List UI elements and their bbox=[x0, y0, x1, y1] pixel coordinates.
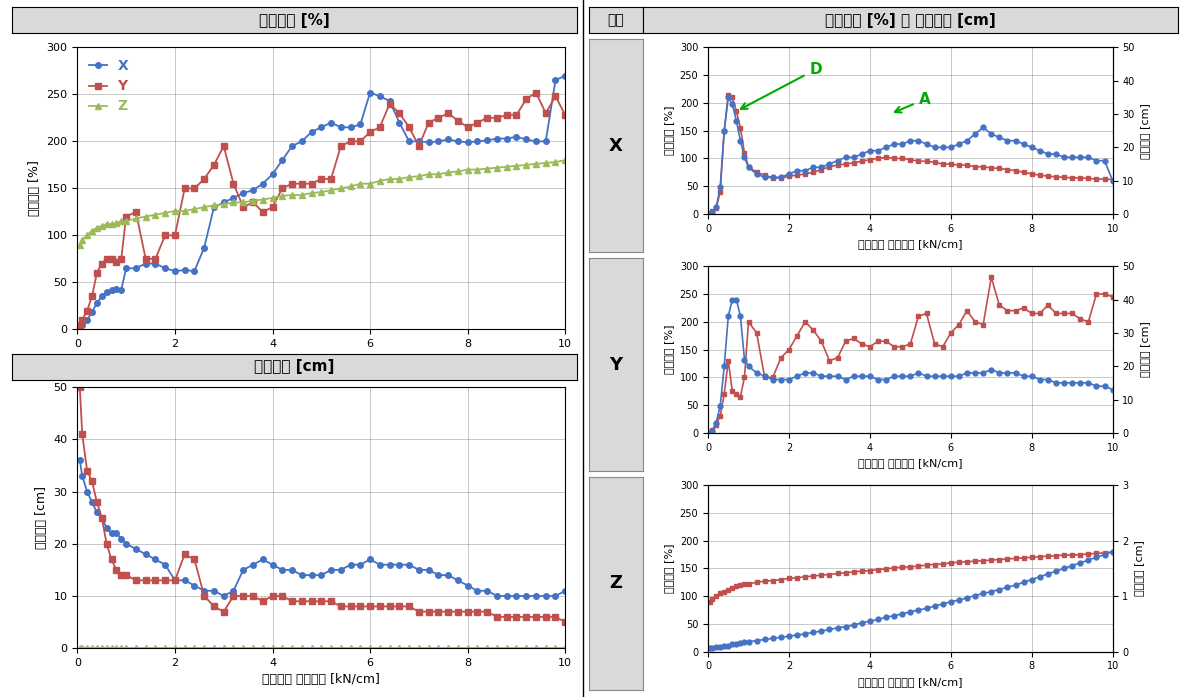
Text: Z: Z bbox=[609, 574, 622, 592]
Z bbox=[73, 240, 87, 249]
Line: X: X bbox=[77, 72, 568, 330]
Text: X: X bbox=[609, 137, 622, 155]
X bbox=[372, 92, 387, 100]
X-axis label: 적층고무 수평강성 [kN/cm]: 적층고무 수평강성 [kN/cm] bbox=[858, 458, 963, 468]
Z bbox=[372, 176, 387, 185]
X bbox=[75, 321, 89, 329]
Y bbox=[75, 316, 89, 324]
Y bbox=[324, 175, 338, 183]
Z bbox=[558, 156, 572, 164]
Y bbox=[431, 114, 445, 122]
Legend: X, Y, Z: X, Y, Z bbox=[83, 54, 133, 118]
Text: 가속도비 [%] 및 응답변위 [cm]: 가속도비 [%] 및 응답변위 [cm] bbox=[825, 13, 996, 28]
Y bbox=[558, 111, 572, 119]
Y bbox=[217, 142, 231, 151]
Y-axis label: 응답변위 [cm]: 응답변위 [cm] bbox=[1134, 540, 1144, 597]
Text: 방향: 방향 bbox=[607, 13, 625, 27]
Text: 응답변위 [cm]: 응답변위 [cm] bbox=[255, 360, 334, 374]
Z bbox=[75, 236, 89, 244]
X bbox=[558, 71, 572, 79]
Line: Y: Y bbox=[77, 90, 568, 328]
X-axis label: 적층고무 수평강성 [kN/cm]: 적층고무 수평강성 [kN/cm] bbox=[858, 677, 963, 687]
Z bbox=[431, 170, 445, 178]
X-axis label: 적층고무 수평강성 [kN/cm]: 적층고무 수평강성 [kN/cm] bbox=[262, 355, 381, 367]
Y bbox=[353, 137, 368, 146]
Line: Z: Z bbox=[77, 158, 568, 247]
Y-axis label: 가속도비 [%]: 가속도비 [%] bbox=[664, 106, 675, 155]
Y-axis label: 응답변위 [cm]: 응답변위 [cm] bbox=[35, 487, 48, 549]
Text: Y: Y bbox=[609, 355, 622, 374]
X-axis label: 적층고무 수평강성 [kN/cm]: 적층고무 수평강성 [kN/cm] bbox=[262, 673, 381, 687]
Z bbox=[324, 186, 338, 194]
Z bbox=[217, 200, 231, 208]
Y-axis label: 응답변위 [cm]: 응답변위 [cm] bbox=[1140, 321, 1151, 378]
X-axis label: 적층고무 수평강성 [kN/cm]: 적층고무 수평강성 [kN/cm] bbox=[858, 239, 963, 250]
Text: 가속도비 [%]: 가속도비 [%] bbox=[259, 13, 330, 28]
Y-axis label: 가속도비 [%]: 가속도비 [%] bbox=[27, 160, 40, 216]
Y-axis label: 가속도비 [%]: 가속도비 [%] bbox=[664, 544, 675, 593]
X bbox=[324, 118, 338, 127]
X bbox=[431, 137, 445, 146]
X bbox=[353, 121, 368, 129]
Y-axis label: 가속도비 [%]: 가속도비 [%] bbox=[664, 325, 675, 374]
Y bbox=[528, 89, 543, 97]
X bbox=[73, 323, 87, 332]
Y-axis label: 응답변위 [cm]: 응답변위 [cm] bbox=[1140, 102, 1151, 159]
Y bbox=[372, 123, 387, 132]
X bbox=[217, 198, 231, 206]
Text: D: D bbox=[741, 62, 822, 109]
Text: A: A bbox=[895, 92, 931, 112]
Y bbox=[73, 321, 87, 329]
Z bbox=[353, 180, 368, 188]
